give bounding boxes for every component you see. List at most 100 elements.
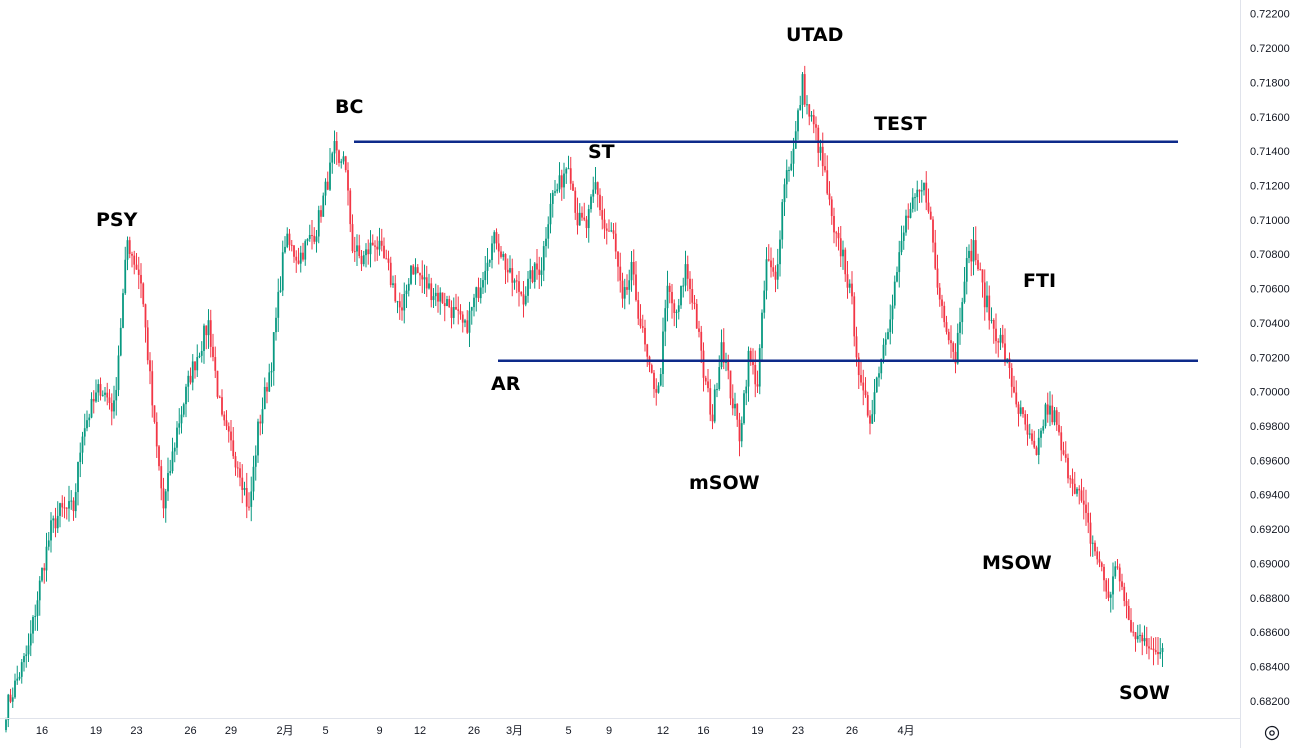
candle: [164, 488, 167, 523]
candle: [54, 507, 57, 538]
candle: [243, 481, 246, 496]
candle: [266, 382, 268, 404]
y-tick-label: 0.70000: [1250, 387, 1290, 399]
candle: [104, 386, 106, 402]
candle: [612, 222, 615, 240]
candle: [47, 531, 50, 551]
candle: [185, 383, 187, 418]
candle: [817, 124, 820, 167]
candle: [835, 230, 838, 247]
candle: [394, 275, 397, 303]
x-tick-label: 19: [90, 725, 102, 737]
candle: [1148, 638, 1150, 660]
candle: [745, 379, 748, 406]
candle: [711, 404, 714, 430]
candle: [245, 472, 248, 519]
candle: [32, 615, 34, 644]
candle: [610, 222, 613, 233]
candle: [614, 222, 617, 260]
candle: [504, 253, 507, 284]
candle: [398, 292, 401, 320]
candle: [299, 245, 302, 273]
candle: [824, 153, 826, 173]
candle: [340, 158, 343, 169]
candle: [578, 203, 581, 226]
candle: [1087, 502, 1090, 534]
candle: [626, 274, 628, 295]
candle: [313, 227, 316, 245]
candle: [605, 223, 608, 245]
candle: [738, 412, 741, 457]
x-tick-label: 26: [468, 725, 480, 737]
candle: [113, 385, 115, 419]
candle: [707, 369, 709, 393]
candle: [1161, 643, 1164, 668]
candle: [191, 354, 194, 391]
settings-gear-icon[interactable]: [1264, 725, 1280, 741]
candle: [691, 278, 694, 310]
candle: [961, 297, 964, 335]
candle: [70, 490, 73, 510]
candle: [315, 229, 318, 253]
candle: [137, 256, 140, 290]
y-tick-label: 0.68400: [1250, 661, 1290, 673]
candle: [63, 496, 66, 519]
candle: [232, 427, 235, 459]
candle: [335, 132, 338, 165]
annotation-test: TEST: [874, 113, 927, 135]
candle: [668, 282, 671, 304]
candle: [956, 323, 959, 365]
candle: [324, 178, 327, 206]
candle: [655, 378, 658, 406]
candle: [860, 360, 862, 386]
candle: [866, 391, 869, 418]
candle: [513, 278, 516, 290]
candle: [538, 256, 541, 289]
candle: [945, 315, 948, 335]
candle: [218, 395, 221, 399]
candle: [365, 243, 367, 268]
candle: [779, 230, 781, 277]
candle: [434, 283, 437, 307]
candle: [846, 260, 849, 299]
candle: [209, 309, 212, 358]
candle: [43, 563, 46, 584]
candle: [772, 257, 775, 277]
candle: [833, 207, 835, 244]
candle: [403, 282, 406, 324]
candle: [288, 228, 291, 251]
candle: [1150, 636, 1153, 650]
candle: [1125, 592, 1128, 619]
candle: [133, 250, 136, 275]
candle: [630, 251, 633, 292]
candle: [293, 245, 295, 263]
candle: [83, 413, 86, 446]
candle: [1109, 591, 1112, 613]
candle: [801, 72, 804, 119]
candle: [479, 278, 482, 304]
candle: [713, 384, 716, 424]
candle: [1073, 471, 1076, 495]
candle: [954, 343, 957, 374]
x-tick-label: 9: [606, 725, 612, 737]
y-tick-label: 0.69200: [1250, 524, 1290, 536]
candle: [331, 151, 334, 174]
candle: [81, 431, 84, 465]
candle: [767, 244, 770, 262]
candle: [106, 382, 109, 406]
candle: [387, 250, 390, 271]
candle: [279, 276, 282, 293]
candle: [556, 183, 559, 194]
candle: [666, 270, 669, 322]
candle: [329, 148, 331, 192]
y-tick-label: 0.69000: [1250, 558, 1290, 570]
candle: [1085, 489, 1087, 526]
candle: [837, 226, 840, 251]
candle: [140, 263, 142, 299]
candle: [101, 390, 104, 397]
candle: [97, 379, 100, 402]
candle: [952, 341, 955, 362]
y-tick-label: 0.69800: [1250, 421, 1290, 433]
candle: [1049, 391, 1051, 427]
candle: [338, 149, 340, 167]
